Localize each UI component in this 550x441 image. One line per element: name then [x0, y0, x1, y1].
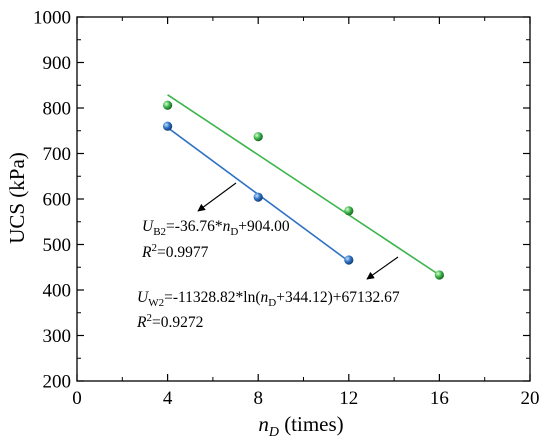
data-point-0 [253, 192, 263, 202]
data-point-0 [344, 255, 354, 265]
y-tick-label: 400 [43, 281, 72, 302]
y-tick-label: 600 [43, 190, 72, 211]
fit-arrow-w2 [366, 256, 399, 280]
fit-r2-b2: R2=0.9977 [141, 242, 209, 261]
y-axis-title: UCS (kPa) [5, 152, 29, 244]
y-tick-label: 800 [43, 99, 72, 120]
fit-arrow-b2 [197, 182, 237, 212]
data-point-1 [434, 270, 444, 280]
data-point-1 [344, 206, 354, 216]
x-tick-label: 20 [521, 388, 540, 409]
fit-line-1 [167, 94, 440, 276]
fit-r2-w2: R2=0.9272 [136, 312, 203, 331]
y-tick-label: 200 [43, 372, 72, 393]
x-tick-label: 16 [430, 388, 449, 409]
y-tick-label: 1000 [33, 8, 71, 29]
x-tick-label: 8 [253, 388, 263, 409]
y-tick-label: 900 [43, 53, 72, 74]
y-tick-label: 300 [43, 326, 72, 347]
x-axis-title: nD (times) [258, 412, 343, 440]
data-point-1 [253, 132, 263, 142]
fit-equation-b2: UB2=-36.76*nD+904.00 [142, 218, 290, 238]
x-tick-label: 12 [339, 388, 358, 409]
x-tick-label: 0 [72, 388, 82, 409]
x-tick-label: 4 [163, 388, 173, 409]
data-point-0 [163, 121, 173, 131]
data-point-1 [163, 100, 173, 110]
y-tick-label: 500 [43, 235, 72, 256]
fit-equation-w2: UW2=-11328.82*ln(nD+344.12)+67132.67 [137, 289, 400, 309]
y-tick-label: 700 [43, 144, 72, 165]
